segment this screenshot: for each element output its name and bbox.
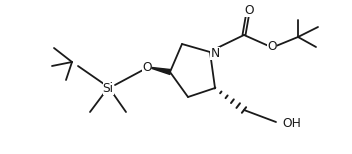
Text: OH: OH — [282, 116, 301, 130]
Text: O: O — [267, 39, 277, 53]
Polygon shape — [152, 67, 170, 75]
Text: N: N — [210, 47, 220, 59]
Text: O: O — [142, 61, 152, 73]
Text: Si: Si — [102, 81, 113, 95]
Text: O: O — [244, 4, 254, 16]
